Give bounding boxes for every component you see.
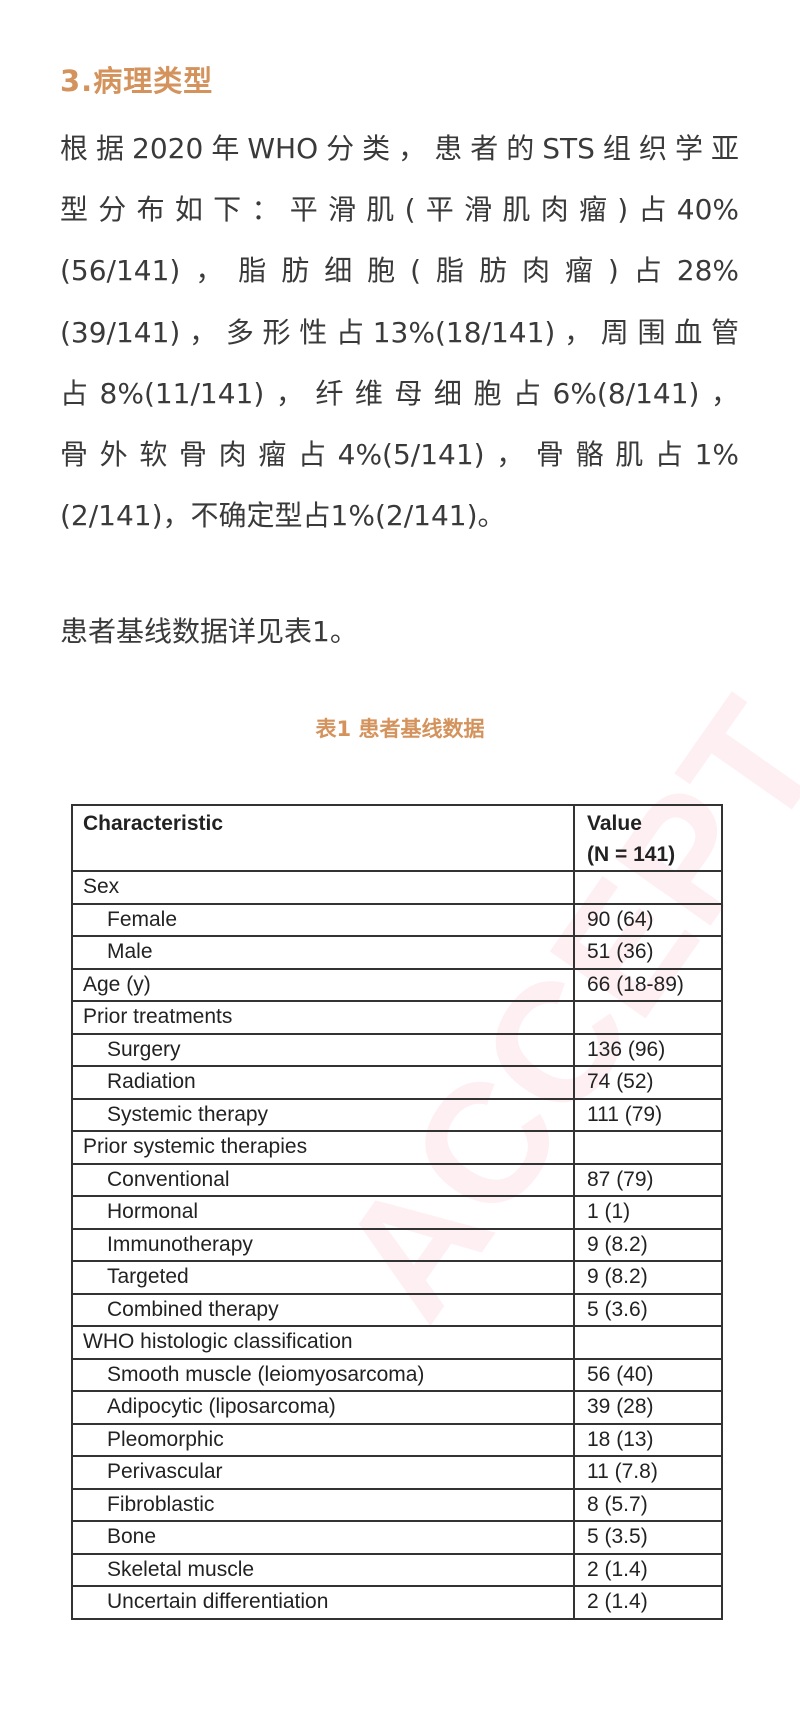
row-value: 51 (36) — [573, 935, 723, 970]
table-row: Surgery 136 (96) — [71, 1032, 723, 1067]
paragraph-line: (2/141)，不确定型占1%(2/141)。 — [60, 499, 506, 533]
row-value: 8 (5.7) — [573, 1487, 723, 1522]
table-row: Sex — [71, 870, 723, 905]
row-value: 18 (13) — [573, 1422, 723, 1457]
row-value: 56 (40) — [573, 1357, 723, 1392]
table-row: Conventional 87 (79) — [71, 1162, 723, 1197]
row-value — [573, 1325, 723, 1360]
paragraph-line: (56/141)，脂肪细胞(脂肪肉瘤)占28% — [60, 254, 739, 288]
table-row: Female 90 (64) — [71, 902, 723, 937]
header-value: Value (N = 141) — [573, 804, 723, 872]
row-value: 87 (79) — [573, 1162, 723, 1197]
row-label: Surgery — [71, 1032, 575, 1067]
row-value — [573, 1000, 723, 1035]
row-value: 11 (7.8) — [573, 1455, 723, 1490]
row-label: Smooth muscle (leiomyosarcoma) — [71, 1357, 575, 1392]
row-label: Immunotherapy — [71, 1227, 575, 1262]
table-row: Fibroblastic 8 (5.7) — [71, 1487, 723, 1522]
paragraph-line: 占8%(11/141)，纤维母细胞占6%(8/141)， — [60, 376, 739, 410]
row-label: Uncertain differentiation — [71, 1585, 575, 1620]
row-label: Pleomorphic — [71, 1422, 575, 1457]
row-value: 1 (1) — [573, 1195, 723, 1230]
table-reference-note: 患者基线数据详见表1。 — [60, 615, 358, 648]
row-value — [573, 1130, 723, 1165]
row-value: 39 (28) — [573, 1390, 723, 1425]
header-value-line1: Value — [587, 812, 642, 835]
row-label: Prior treatments — [71, 1000, 575, 1035]
paragraph-line: 骨外软骨肉瘤占4%(5/141)，骨骼肌占1% — [60, 437, 739, 471]
paragraph: 根据2020年WHO分类，患者的STS组织学亚 型分布如下：平滑肌(平滑肌肉瘤)占… — [60, 118, 739, 546]
paragraph-line: (39/141)，多形性占13%(18/141)，周围血管 — [60, 315, 739, 349]
row-label: Fibroblastic — [71, 1487, 575, 1522]
section-heading: 3.病理类型 — [60, 64, 214, 98]
row-value: 9 (8.2) — [573, 1227, 723, 1262]
row-label: Prior systemic therapies — [71, 1130, 575, 1165]
row-label: Bone — [71, 1520, 575, 1555]
row-value — [573, 870, 723, 905]
row-value: 5 (3.6) — [573, 1292, 723, 1327]
table-row: Uncertain differentiation 2 (1.4) — [71, 1585, 723, 1620]
row-label: Skeletal muscle — [71, 1552, 575, 1587]
row-value: 2 (1.4) — [573, 1552, 723, 1587]
table-row: Combined therapy 5 (3.6) — [71, 1292, 723, 1327]
baseline-table: Characteristic Value (N = 141) Sex Female 9… — [71, 804, 723, 1620]
table-row: Prior systemic therapies — [71, 1130, 723, 1165]
table-row: Systemic therapy 111 (79) — [71, 1097, 723, 1132]
row-value: 2 (1.4) — [573, 1585, 723, 1620]
table-row: Male 51 (36) — [71, 935, 723, 970]
table-header-row: Characteristic Value (N = 141) — [71, 804, 723, 872]
row-value: 136 (96) — [573, 1032, 723, 1067]
paragraph-line: 根据2020年WHO分类，患者的STS组织学亚 — [60, 132, 739, 165]
table-row: Bone 5 (3.5) — [71, 1520, 723, 1555]
row-label: Targeted — [71, 1260, 575, 1295]
table-row: Age (y) 66 (18-89) — [71, 967, 723, 1002]
row-label: Radiation — [71, 1065, 575, 1100]
row-value: 66 (18-89) — [573, 967, 723, 1002]
row-label: Female — [71, 902, 575, 937]
table-row: Smooth muscle (leiomyosarcoma) 56 (40) — [71, 1357, 723, 1392]
table-row: Immunotherapy 9 (8.2) — [71, 1227, 723, 1262]
row-label: Conventional — [71, 1162, 575, 1197]
row-label: Adipocytic (liposarcoma) — [71, 1390, 575, 1425]
row-label: Male — [71, 935, 575, 970]
header-value-line2: (N = 141) — [587, 843, 676, 866]
paragraph-line: 型分布如下：平滑肌(平滑肌肉瘤)占40% — [60, 193, 739, 227]
table-row: Perivascular 11 (7.8) — [71, 1455, 723, 1490]
row-value: 5 (3.5) — [573, 1520, 723, 1555]
row-label: Age (y) — [71, 967, 575, 1002]
table-row: WHO histologic classification — [71, 1325, 723, 1360]
table-row: Targeted 9 (8.2) — [71, 1260, 723, 1295]
row-value: 90 (64) — [573, 902, 723, 937]
table-row: Radiation 74 (52) — [71, 1065, 723, 1100]
row-label: Sex — [71, 870, 575, 905]
row-label: Perivascular — [71, 1455, 575, 1490]
row-label: Systemic therapy — [71, 1097, 575, 1132]
row-value: 9 (8.2) — [573, 1260, 723, 1295]
table-row: Hormonal 1 (1) — [71, 1195, 723, 1230]
table-row: Skeletal muscle 2 (1.4) — [71, 1552, 723, 1587]
row-label: Hormonal — [71, 1195, 575, 1230]
row-value: 74 (52) — [573, 1065, 723, 1100]
table-row: Prior treatments — [71, 1000, 723, 1035]
table-row: Pleomorphic 18 (13) — [71, 1422, 723, 1457]
table-caption: 表1 患者基线数据 — [315, 717, 485, 741]
table-row: Adipocytic (liposarcoma) 39 (28) — [71, 1390, 723, 1425]
header-characteristic: Characteristic — [71, 804, 575, 872]
row-label: WHO histologic classification — [71, 1325, 575, 1360]
row-value: 111 (79) — [573, 1097, 723, 1132]
row-label: Combined therapy — [71, 1292, 575, 1327]
